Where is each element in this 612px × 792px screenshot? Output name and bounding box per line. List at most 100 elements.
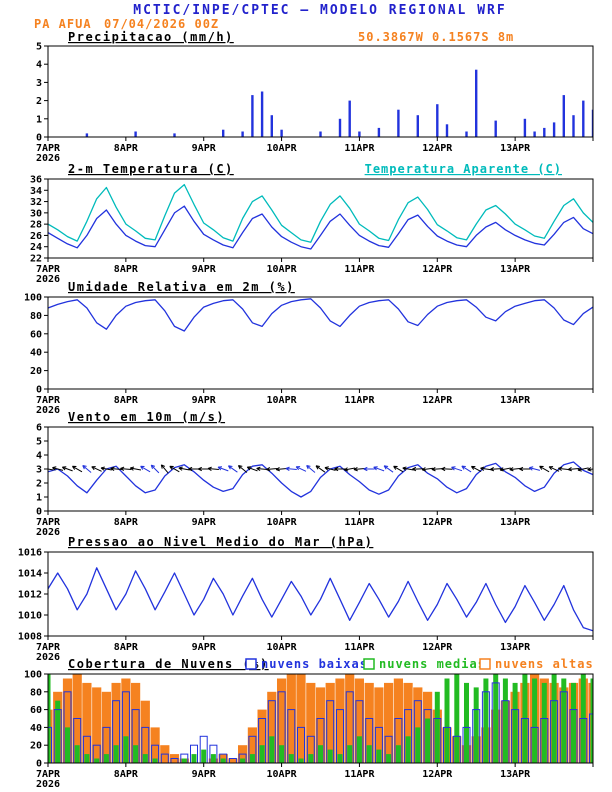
wind-barb xyxy=(353,466,365,472)
plot-area xyxy=(85,69,593,137)
y-tick-label: 4 xyxy=(36,451,42,462)
cloud-bar-nuvens-baixas xyxy=(501,700,510,763)
cloud-bar-nuvens-altas xyxy=(111,682,121,763)
cloud-bar-nuvens-medias xyxy=(298,758,304,763)
cloud-bar-nuvens-baixas xyxy=(394,718,403,763)
wind-barb xyxy=(480,466,492,471)
wind-barb xyxy=(373,466,385,472)
x-tick-label: 7APR xyxy=(36,395,61,406)
cloud-bar-nuvens-baixas xyxy=(443,726,451,763)
cloud-bar-nuvens-medias xyxy=(502,678,508,763)
x-tick-label: 13APR xyxy=(500,769,531,780)
cloud-bar-nuvens-altas xyxy=(296,674,306,763)
wind-barb xyxy=(120,466,132,472)
station-id: PA AFUA xyxy=(34,17,92,31)
wind-barb xyxy=(91,466,102,472)
precip-bar xyxy=(377,127,381,137)
wind-barb xyxy=(237,465,248,473)
wind-barb xyxy=(334,466,346,472)
wind-barb xyxy=(207,466,219,472)
cloud-bar-nuvens-baixas xyxy=(326,700,335,763)
cloud-bar-nuvens-baixas xyxy=(112,700,121,763)
cloud-bar-nuvens-altas xyxy=(257,709,267,763)
y-tick-label: 3 xyxy=(36,78,42,89)
x-tick-label: 10APR xyxy=(267,517,298,528)
plot-area xyxy=(48,461,593,498)
wind-barb xyxy=(363,466,375,472)
x-tick-label: 11APR xyxy=(344,642,375,653)
cloud-bar-nuvens-altas xyxy=(121,678,131,763)
cloud-bar-nuvens-medias xyxy=(561,678,567,763)
x-year-label: 2026 xyxy=(36,652,60,663)
wind-barb xyxy=(393,465,404,473)
cloud-bar-nuvens-altas xyxy=(315,687,326,763)
wind-barb xyxy=(324,466,336,471)
x-tick-label: 8APR xyxy=(114,517,139,528)
x-year-label: 2026 xyxy=(36,153,60,164)
precip-bar xyxy=(591,109,593,137)
x-tick-label: 8APR xyxy=(114,395,139,406)
cloud-bar-nuvens-medias xyxy=(395,745,401,763)
cloud-bar-nuvens-altas xyxy=(354,678,364,763)
cloud-bar-nuvens-baixas xyxy=(520,718,529,763)
plot-box xyxy=(47,673,594,764)
wind-barb xyxy=(48,468,54,471)
precip-bar xyxy=(173,133,176,137)
x-tick-label: 11APR xyxy=(344,264,375,275)
y-tick-label: 0 xyxy=(36,133,42,144)
x-tick-label: 13APR xyxy=(500,517,531,528)
x-tick-label: 10APR xyxy=(267,143,298,154)
y-tick-label: 1014 xyxy=(18,569,42,580)
x-tick-label: 9APR xyxy=(192,642,217,653)
run-datetime: 07/04/2026 00Z xyxy=(104,17,219,31)
cloud-bar-nuvens-altas xyxy=(267,691,277,763)
x-tick-label: 11APR xyxy=(344,769,375,780)
plot-box xyxy=(47,178,594,259)
cloud-bar-nuvens-baixas xyxy=(209,744,218,763)
y-tick-label: 1016 xyxy=(18,548,42,559)
wind-barb xyxy=(577,467,589,472)
wind-barb xyxy=(295,466,307,472)
cloud-bar-nuvens-altas xyxy=(413,687,423,763)
y-tick-label: 3 xyxy=(36,465,42,476)
precip-bar xyxy=(222,129,225,137)
cloud-bar-nuvens-medias xyxy=(191,754,197,763)
cloud-bar-nuvens-baixas xyxy=(589,713,593,763)
precip-bar xyxy=(475,69,478,137)
legend-label-nuvens-baixas: nuvens baixas xyxy=(261,657,368,671)
cloud-bar-nuvens-medias xyxy=(347,745,353,763)
panel-title-temperatura: 2-m Temperatura (C) xyxy=(68,162,234,176)
cloud-bar-nuvens-medias xyxy=(74,745,80,763)
cloud-bar-nuvens-medias xyxy=(473,687,479,763)
location-coords: 50.3867W 0.1567S 8m xyxy=(358,30,514,44)
cloud-bar-nuvens-medias xyxy=(493,674,499,763)
cloud-bar-nuvens-baixas xyxy=(92,744,101,763)
plot-box xyxy=(47,551,594,637)
panel-right-title-temperatura-aparente: Temperatura Aparente (C) xyxy=(365,162,562,176)
y-tick-label: 1008 xyxy=(18,632,42,643)
cloud-bar-nuvens-medias xyxy=(464,682,469,763)
wind-barb xyxy=(441,466,453,472)
x-tick-label: 10APR xyxy=(267,264,298,275)
wind-barb xyxy=(587,467,593,472)
x-tick-label: 7APR xyxy=(36,143,61,154)
precip-bar xyxy=(134,131,137,137)
wind-barb xyxy=(548,466,560,472)
y-tick-label: 40 xyxy=(30,348,42,359)
main-title: MCTIC/INPE/CPTEC — MODELO REGIONAL WRF xyxy=(133,3,506,18)
panel-title-umidade: Umidade Relativa em 2m (%) xyxy=(68,280,295,294)
wind-barb xyxy=(519,466,531,472)
panel-title-pressao: Pressao ao Nivel Medio do Mar (hPa) xyxy=(68,535,373,549)
series-temperatura-2m xyxy=(48,205,593,250)
wind-barb xyxy=(344,467,356,472)
y-tick-label: 2 xyxy=(36,96,42,107)
y-tick-label: 1012 xyxy=(18,590,42,601)
cloud-bar-nuvens-altas xyxy=(393,678,403,763)
precip-bar xyxy=(85,133,89,137)
legend-label-nuvens-altas: nuvens altas xyxy=(495,657,594,671)
wind-barb xyxy=(451,466,463,472)
x-tick-label: 10APR xyxy=(267,395,298,406)
precip-bar xyxy=(348,100,351,137)
cloud-bar-nuvens-medias xyxy=(405,736,411,763)
